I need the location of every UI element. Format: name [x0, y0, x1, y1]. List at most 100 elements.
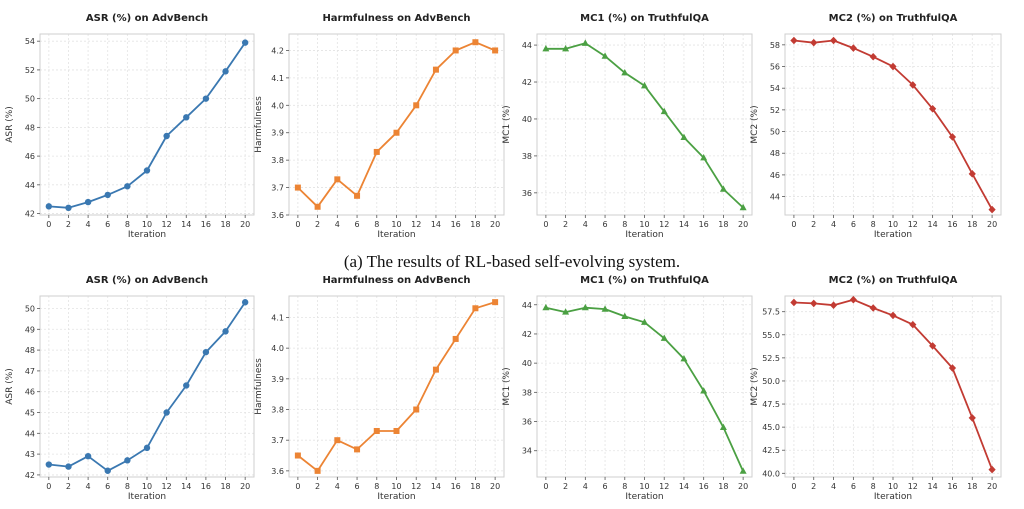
chart-panel-8: 0 2 4 6 8 10 12 14 16 18 20 40.0 42.5 45.0 47.5 50.0 52.…: [750, 275, 1002, 502]
x-axis-label: Iteration: [128, 230, 166, 240]
x-tick-label: 14: [431, 482, 441, 491]
data-point: [45, 461, 53, 468]
data-point: [104, 467, 111, 474]
data-point: [241, 299, 249, 306]
x-tick-label: 18: [967, 220, 977, 229]
x-tick-label: 0: [791, 220, 796, 229]
data-point: [202, 95, 210, 102]
data-point: [183, 382, 190, 389]
data-point: [889, 62, 897, 71]
y-axis-label: Harmfulness: [254, 358, 264, 415]
x-tick-label: 14: [181, 482, 191, 491]
chart-panel-6: 0 2 4 6 8 10 12 14 16 18 20 3.6 3.7 3.8 3.9 4.0 4.1 Harmf…: [254, 275, 505, 502]
data-point: [294, 452, 301, 459]
data-point: [719, 185, 727, 192]
x-tick-label: 16: [699, 482, 709, 491]
x-tick-label: 0: [543, 220, 548, 229]
data-point: [222, 68, 229, 75]
data-point: [909, 320, 917, 329]
chart-panel-2: 0 2 4 6 8 10 12 14 16 18 20 3.6 3.7 3.8 3.9 4.0 4.1 4.2 Ha…: [254, 13, 505, 240]
chart-title: MC2 (%) on TruthfulQA: [829, 275, 958, 286]
x-tick-label: 10: [888, 482, 898, 491]
data-point: [432, 366, 439, 373]
data-point: [601, 52, 609, 59]
data-point: [84, 198, 92, 206]
x-tick-label: 4: [86, 482, 91, 491]
y-tick-label: 38: [522, 388, 532, 397]
data-point: [314, 203, 321, 210]
x-tick-label: 0: [543, 482, 548, 491]
x-tick-label: 6: [603, 220, 608, 229]
data-point: [810, 38, 818, 47]
data-point: [988, 465, 996, 474]
x-tick-label: 2: [315, 220, 320, 229]
x-tick-label: 10: [639, 220, 649, 229]
x-tick-label: 4: [583, 220, 588, 229]
y-tick-label: 47.5: [762, 400, 780, 409]
x-axis-label: Iteration: [377, 492, 415, 502]
y-tick-label: 38: [522, 152, 532, 161]
y-tick-label: 44: [25, 429, 35, 438]
x-tick-label: 8: [125, 482, 130, 491]
data-point: [452, 335, 459, 342]
x-tick-label: 14: [431, 220, 441, 229]
x-tick-label: 4: [86, 220, 91, 229]
x-tick-label: 0: [295, 220, 300, 229]
x-tick-label: 18: [470, 220, 480, 229]
x-tick-label: 2: [66, 220, 71, 229]
x-tick-label: 14: [928, 482, 938, 491]
y-tick-label: 36: [522, 418, 532, 427]
data-point: [163, 409, 170, 416]
y-tick-label: 47: [25, 367, 35, 376]
y-axis-label: ASR (%): [5, 106, 15, 143]
data-point: [542, 303, 550, 311]
chart-title: ASR (%) on AdvBench: [86, 275, 208, 286]
x-tick-label: 2: [563, 482, 568, 491]
y-tick-label: 57.5: [762, 308, 780, 317]
x-tick-label: 2: [315, 482, 320, 491]
y-tick-label: 3.9: [271, 375, 284, 384]
data-point: [334, 176, 341, 183]
data-point: [790, 36, 798, 45]
x-tick-label: 14: [679, 482, 689, 491]
data-point: [889, 311, 897, 320]
data-point: [45, 203, 53, 210]
data-point: [393, 129, 400, 136]
y-tick-label: 48: [25, 346, 35, 355]
data-point: [680, 133, 688, 141]
x-tick-label: 0: [46, 220, 51, 229]
x-tick-label: 8: [374, 482, 379, 491]
data-point: [124, 457, 131, 464]
y-tick-label: 48: [770, 149, 780, 158]
chart-title: Harmfulness on AdvBench: [322, 13, 470, 24]
y-tick-label: 50.0: [762, 377, 780, 386]
data-point: [601, 305, 609, 312]
x-tick-label: 4: [335, 220, 340, 229]
data-point: [581, 39, 589, 46]
data-point: [790, 298, 798, 307]
chart-title: MC1 (%) on TruthfulQA: [580, 275, 709, 286]
data-point: [202, 348, 210, 356]
x-tick-label: 6: [603, 482, 608, 491]
y-tick-label: 44: [522, 41, 532, 50]
x-tick-label: 18: [220, 220, 230, 229]
y-tick-label: 3.6: [271, 467, 284, 476]
y-tick-label: 43: [25, 450, 35, 459]
data-point: [909, 81, 917, 89]
x-tick-label: 20: [490, 220, 500, 229]
y-axis-label: MC1 (%): [502, 367, 512, 405]
x-tick-label: 20: [738, 482, 748, 491]
x-axis-label: Iteration: [625, 230, 663, 240]
data-point: [700, 153, 708, 161]
y-tick-label: 44: [522, 301, 532, 310]
x-tick-label: 12: [908, 220, 918, 229]
y-tick-label: 4.0: [271, 101, 284, 110]
data-point: [65, 204, 72, 212]
x-tick-label: 10: [391, 220, 401, 229]
y-tick-label: 44: [25, 181, 35, 190]
data-point: [354, 446, 361, 453]
x-axis-label: Iteration: [625, 492, 663, 502]
